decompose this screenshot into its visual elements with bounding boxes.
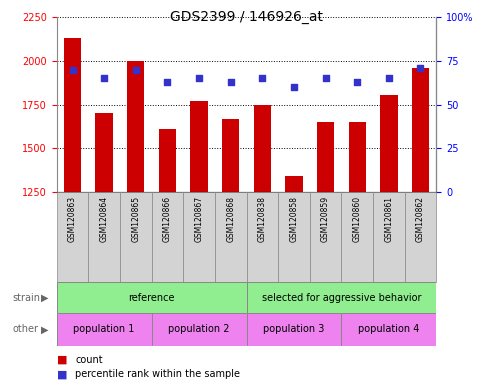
Bar xyxy=(380,95,397,192)
Bar xyxy=(349,122,366,192)
Text: ■: ■ xyxy=(57,355,67,365)
Bar xyxy=(183,192,215,282)
Point xyxy=(353,79,361,85)
Bar xyxy=(88,192,120,282)
Bar xyxy=(317,122,334,192)
Point xyxy=(227,79,235,85)
Text: GSM120862: GSM120862 xyxy=(416,195,425,242)
Bar xyxy=(57,313,152,346)
Bar xyxy=(246,282,436,313)
Text: GSM120867: GSM120867 xyxy=(195,195,204,242)
Point xyxy=(164,79,172,85)
Bar xyxy=(341,192,373,282)
Text: GSM120865: GSM120865 xyxy=(131,195,141,242)
Text: GSM120864: GSM120864 xyxy=(100,195,108,242)
Point xyxy=(100,75,108,81)
Bar xyxy=(152,192,183,282)
Bar xyxy=(64,38,81,192)
Bar xyxy=(127,61,144,192)
Text: GDS2399 / 146926_at: GDS2399 / 146926_at xyxy=(170,10,323,23)
Text: population 4: population 4 xyxy=(358,324,420,334)
Bar xyxy=(373,192,405,282)
Text: ▶: ▶ xyxy=(40,324,48,334)
Text: reference: reference xyxy=(128,293,175,303)
Text: selected for aggressive behavior: selected for aggressive behavior xyxy=(262,293,421,303)
Bar xyxy=(253,104,271,192)
Text: GSM120858: GSM120858 xyxy=(289,195,298,242)
Point xyxy=(321,75,329,81)
Text: GSM120861: GSM120861 xyxy=(385,195,393,242)
Text: GSM120860: GSM120860 xyxy=(352,195,362,242)
Bar xyxy=(96,113,113,192)
Point xyxy=(385,75,393,81)
Point xyxy=(258,75,266,81)
Text: GSM120866: GSM120866 xyxy=(163,195,172,242)
Bar xyxy=(341,313,436,346)
Bar xyxy=(278,192,310,282)
Text: count: count xyxy=(75,355,103,365)
Text: population 1: population 1 xyxy=(73,324,135,334)
Text: ■: ■ xyxy=(57,369,67,379)
Bar xyxy=(310,192,341,282)
Bar xyxy=(246,313,341,346)
Bar xyxy=(215,192,246,282)
Text: GSM120863: GSM120863 xyxy=(68,195,77,242)
Text: population 2: population 2 xyxy=(168,324,230,334)
Text: strain: strain xyxy=(12,293,40,303)
Bar xyxy=(405,192,436,282)
Point xyxy=(417,65,424,71)
Bar xyxy=(412,68,429,192)
Point xyxy=(69,67,76,73)
Bar xyxy=(57,282,246,313)
Bar xyxy=(222,119,240,192)
Text: GSM120868: GSM120868 xyxy=(226,195,235,242)
Bar xyxy=(152,313,246,346)
Text: GSM120859: GSM120859 xyxy=(321,195,330,242)
Text: percentile rank within the sample: percentile rank within the sample xyxy=(75,369,241,379)
Point xyxy=(290,84,298,90)
Text: other: other xyxy=(12,324,38,334)
Bar xyxy=(190,101,208,192)
Point xyxy=(195,75,203,81)
Text: ▶: ▶ xyxy=(40,293,48,303)
Bar xyxy=(120,192,152,282)
Text: population 3: population 3 xyxy=(263,324,324,334)
Text: GSM120838: GSM120838 xyxy=(258,195,267,242)
Point xyxy=(132,67,140,73)
Bar xyxy=(246,192,278,282)
Bar xyxy=(285,176,303,192)
Bar xyxy=(159,129,176,192)
Bar xyxy=(57,192,88,282)
